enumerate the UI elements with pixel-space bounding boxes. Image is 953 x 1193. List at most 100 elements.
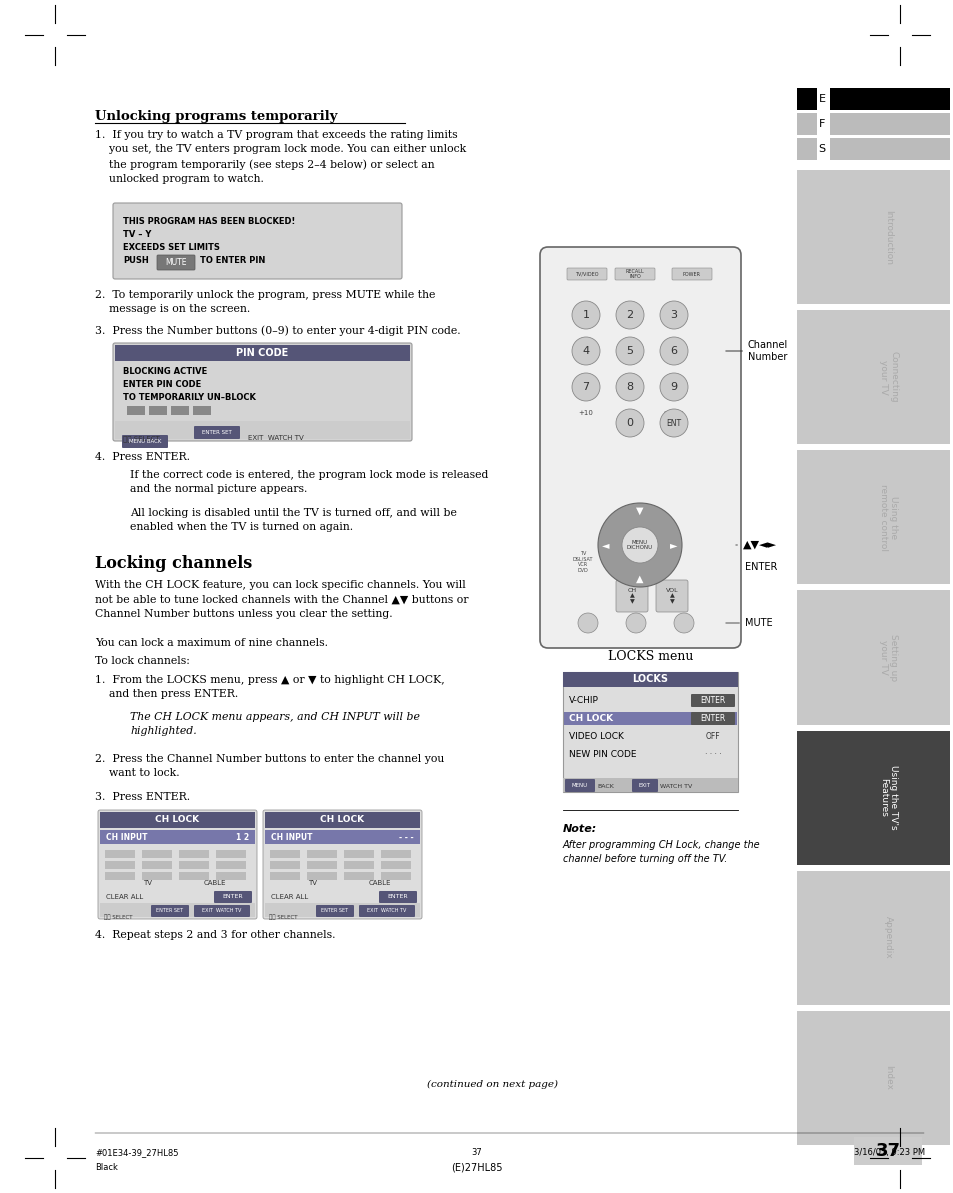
Text: CH LOCK: CH LOCK [155, 816, 199, 824]
FancyBboxPatch shape [690, 712, 734, 725]
Bar [563, 712, 737, 725]
Text: 4.  Press ENTER.: 4. Press ENTER. [95, 452, 190, 462]
Bar [380, 849, 411, 858]
Text: 1 2: 1 2 [235, 833, 249, 841]
FancyBboxPatch shape [112, 344, 412, 441]
Text: ENTER PIN CODE: ENTER PIN CODE [123, 381, 201, 389]
Text: Introduction: Introduction [883, 210, 892, 265]
Text: Using the
remote control: Using the remote control [878, 484, 898, 551]
Text: LOCKS: LOCKS [632, 674, 668, 685]
Text: BLOCKING ACTIVE: BLOCKING ACTIVE [123, 367, 207, 376]
Text: 37: 37 [875, 1142, 900, 1160]
Text: TO TEMPORARILY UN–BLOCK: TO TEMPORARILY UN–BLOCK [123, 392, 255, 402]
FancyBboxPatch shape [213, 891, 252, 903]
Circle shape [578, 613, 598, 633]
Circle shape [616, 336, 643, 365]
Circle shape [616, 373, 643, 401]
Bar [796, 730, 949, 865]
FancyBboxPatch shape [615, 268, 655, 280]
Bar [193, 406, 211, 415]
Text: PIN CODE: PIN CODE [236, 348, 289, 358]
Bar [829, 113, 949, 135]
FancyBboxPatch shape [98, 810, 256, 919]
Text: PUSH: PUSH [123, 256, 149, 265]
Bar [380, 861, 411, 869]
Text: TV: TV [143, 880, 152, 886]
Bar [270, 872, 299, 880]
Text: Connecting
your TV: Connecting your TV [878, 352, 898, 403]
Bar [265, 830, 419, 843]
Text: Unlocking programs temporarily: Unlocking programs temporarily [95, 110, 337, 123]
Text: 1.  If you try to watch a TV program that exceeds the rating limits
    you set,: 1. If you try to watch a TV program that… [95, 130, 466, 184]
Text: F: F [818, 119, 824, 129]
Bar [380, 872, 411, 880]
Circle shape [572, 373, 599, 401]
FancyBboxPatch shape [358, 905, 415, 917]
Text: Index: Index [883, 1065, 892, 1090]
Bar [796, 1010, 949, 1145]
Text: If the correct code is entered, the program lock mode is released
and the normal: If the correct code is entered, the prog… [130, 470, 488, 494]
Text: V-CHIP: V-CHIP [568, 696, 598, 705]
Text: 1: 1 [582, 310, 589, 320]
Bar [796, 871, 949, 1005]
Bar [100, 903, 254, 917]
FancyBboxPatch shape [122, 435, 168, 449]
Bar [562, 778, 738, 792]
Text: CH LOCK: CH LOCK [320, 816, 364, 824]
Text: Black: Black [95, 1163, 118, 1172]
Text: 9: 9 [670, 382, 677, 392]
FancyBboxPatch shape [566, 268, 606, 280]
Bar [215, 872, 246, 880]
Text: ▲▼◄►: ▲▼◄► [735, 540, 776, 550]
Bar [215, 861, 246, 869]
Bar [105, 849, 135, 858]
Text: ▲: ▲ [636, 574, 643, 585]
Bar [149, 406, 167, 415]
Circle shape [572, 301, 599, 329]
Text: EXIT  WATCH TV: EXIT WATCH TV [248, 435, 303, 441]
Bar [796, 113, 816, 135]
FancyBboxPatch shape [157, 255, 194, 270]
Bar [307, 861, 336, 869]
Text: 0: 0 [626, 418, 633, 428]
Text: ENTER SET: ENTER SET [156, 909, 183, 914]
Bar [179, 872, 209, 880]
Bar [344, 849, 374, 858]
Text: CLEAR ALL: CLEAR ALL [271, 894, 308, 900]
FancyBboxPatch shape [616, 580, 647, 612]
Text: 8: 8 [626, 382, 633, 392]
Circle shape [673, 613, 693, 633]
Bar [562, 672, 738, 687]
Text: MUTE: MUTE [165, 258, 187, 267]
Circle shape [621, 527, 658, 563]
Text: - - -: - - - [399, 833, 414, 841]
Text: CH-RTN: CH-RTN [663, 412, 683, 416]
Text: MENU: MENU [572, 783, 587, 789]
Text: ENTER: ENTER [700, 713, 725, 723]
Bar [796, 310, 949, 444]
Bar [270, 861, 299, 869]
Text: Using the TV's
Features: Using the TV's Features [878, 766, 898, 830]
Bar [796, 169, 949, 304]
FancyBboxPatch shape [690, 730, 734, 743]
Text: 3.  Press the Number buttons (0–9) to enter your 4-digit PIN code.: 3. Press the Number buttons (0–9) to ent… [95, 324, 460, 335]
Bar [115, 345, 410, 361]
Text: 5: 5 [626, 346, 633, 356]
FancyBboxPatch shape [193, 905, 250, 917]
FancyBboxPatch shape [690, 694, 734, 707]
Circle shape [659, 336, 687, 365]
Text: 3.  Press ENTER.: 3. Press ENTER. [95, 792, 190, 802]
Bar [796, 88, 816, 110]
Bar [796, 591, 949, 724]
Text: VOL
▲
▼: VOL ▲ ▼ [665, 588, 678, 605]
FancyBboxPatch shape [151, 905, 189, 917]
Bar [344, 861, 374, 869]
Bar [105, 861, 135, 869]
Bar [270, 849, 299, 858]
Text: ►: ► [670, 540, 677, 550]
Text: CH INPUT: CH INPUT [271, 833, 313, 841]
Text: ▼: ▼ [636, 506, 643, 517]
Text: To lock channels:: To lock channels: [95, 656, 190, 666]
Bar [142, 861, 172, 869]
Circle shape [625, 613, 645, 633]
